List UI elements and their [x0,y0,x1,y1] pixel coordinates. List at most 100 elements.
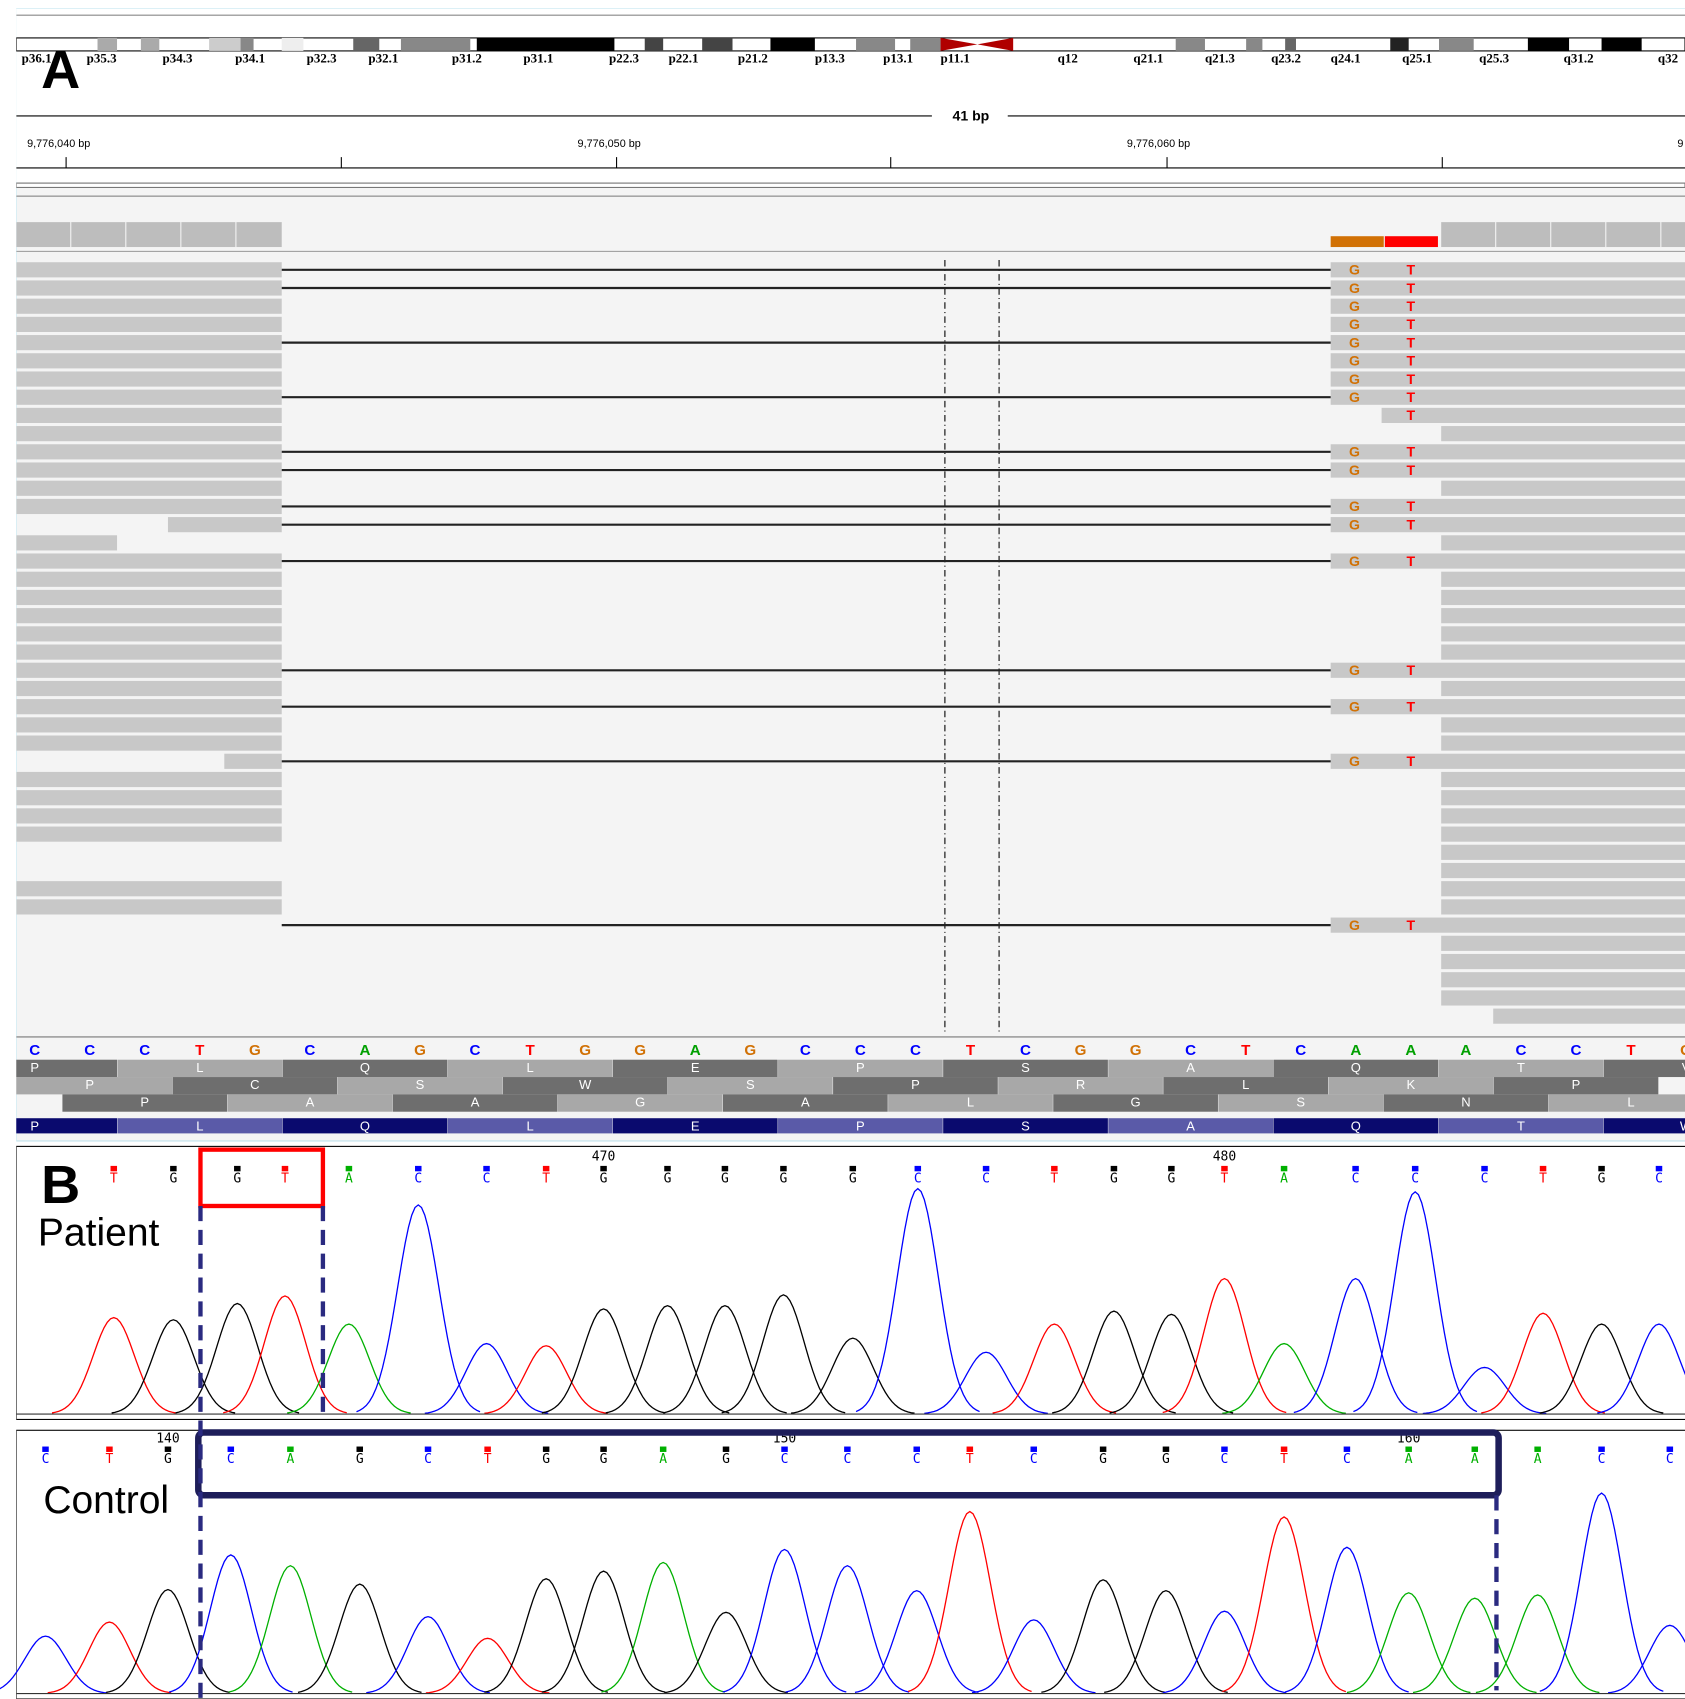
mismatch-base: T [1407,316,1416,332]
cytoband-label: p13.1 [883,51,913,66]
base-call: T [1050,1171,1058,1186]
read [16,408,281,423]
mismatch-base: G [1349,462,1360,478]
translation-codon [0,1060,117,1077]
coverage-bar [1551,222,1605,247]
mismatch-base: T [1407,371,1416,387]
read [16,335,281,350]
translation-codon [1604,1060,1685,1077]
read [16,899,281,914]
base-call: G [233,1171,241,1186]
reference-base: C [1185,1042,1196,1059]
mismatch-base: G [1349,353,1360,369]
base-call: C [1598,1452,1606,1467]
base-call: C [42,1452,50,1467]
amino-acid: A [471,1094,480,1109]
base-call: G [600,1452,608,1467]
amino-acid: K [1407,1077,1416,1092]
ideogram-band [770,38,814,51]
amino-acid: T [1517,1060,1525,1075]
read [1441,863,1685,878]
cytoband-label: q21.1 [1133,51,1163,66]
reference-base: T [966,1042,976,1059]
reference-base: G [249,1042,261,1059]
reference-base: G [1130,1042,1142,1059]
read [16,426,281,441]
amino-acid: P [856,1060,865,1075]
amino-acid: E [691,1060,700,1075]
read [1331,353,1685,368]
mismatch-base: T [1407,753,1416,769]
ideogram-band [353,38,379,51]
read [16,462,281,477]
amino-acid: P [911,1077,920,1092]
amino-acid: S [1296,1094,1305,1109]
protein-residue: T [1517,1118,1525,1133]
cytoband-label: p13.3 [815,51,845,66]
mismatch-base: G [1349,298,1360,314]
amino-acid: L [967,1094,974,1109]
coverage-bar [1331,236,1384,247]
read [1331,444,1685,459]
amino-acid: S [746,1077,755,1092]
cytoband-label: p31.2 [452,51,482,66]
read [1441,481,1685,496]
read [1441,644,1685,659]
read [1493,1009,1685,1024]
coverage-bar [126,222,180,247]
read [1331,754,1685,769]
base-call: G [849,1171,857,1186]
base-call: T [966,1452,974,1467]
mismatch-base: T [1407,389,1416,405]
read [16,299,281,314]
read [1441,845,1685,860]
ideogram-band [1528,38,1569,51]
mismatch-base: T [1407,334,1416,350]
mismatch-base: T [1407,553,1416,569]
base-call: T [110,1171,118,1186]
base-call: G [600,1171,608,1186]
amino-acid: L [1242,1077,1249,1092]
read [16,390,281,405]
read [16,371,281,386]
cytoband-label: q21.3 [1205,51,1235,66]
amino-acid: R [1076,1077,1085,1092]
mismatch-base: G [1349,262,1360,278]
read [1441,772,1685,787]
cytoband-label: p34.1 [235,51,265,66]
read [224,754,281,769]
read [16,499,281,514]
reference-base: G [1075,1042,1087,1059]
amino-acid: A [801,1094,810,1109]
base-call: A [1280,1171,1288,1186]
cytoband-label: q24.1 [1331,51,1361,66]
read [16,481,281,496]
mismatch-base: T [1407,498,1416,514]
base-call: G [169,1171,177,1186]
read [1441,590,1685,605]
amino-acid: P [1572,1077,1581,1092]
page: {"panel_a": { "label": "A", "cytobands":… [0,0,1685,1699]
ideogram-band [282,38,304,51]
patient-trace-box [16,1146,1685,1419]
reference-base: C [29,1042,40,1059]
base-call: T [542,1171,550,1186]
read [16,681,281,696]
read [1331,390,1685,405]
protein-block [0,1118,117,1133]
read [1382,408,1685,423]
amino-acid: W [579,1077,592,1092]
cytoband-label: p32.1 [368,51,398,66]
reference-base: G [414,1042,426,1059]
read [1331,499,1685,514]
base-call: C [483,1171,491,1186]
protein-residue: A [1186,1118,1195,1133]
reference-base: C [800,1042,811,1059]
read [1441,972,1685,987]
read [16,280,281,295]
reference-base: A [359,1042,370,1059]
base-call: T [106,1452,114,1467]
cytoband-label: q25.3 [1479,51,1509,66]
control-trace-box [16,1430,1685,1699]
cytoband-label: p35.3 [87,51,117,66]
